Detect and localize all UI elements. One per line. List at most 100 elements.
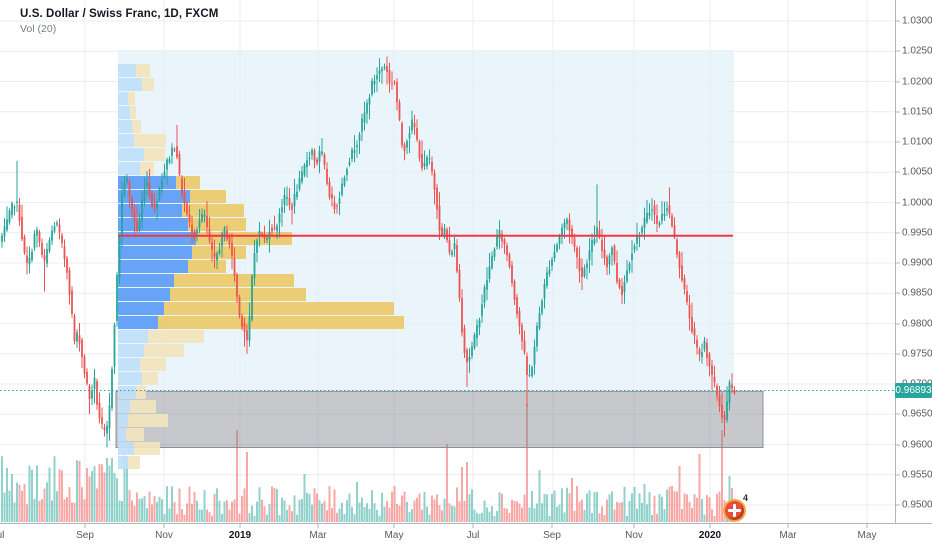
volume-bar bbox=[213, 493, 216, 522]
candle-body bbox=[708, 354, 711, 367]
candle-body bbox=[76, 332, 78, 342]
candle-body bbox=[138, 220, 141, 231]
volume-bar bbox=[518, 503, 521, 522]
volume-profile-row-blue bbox=[118, 92, 128, 105]
volume-bar bbox=[211, 515, 213, 522]
volume-profile-row-tan bbox=[130, 106, 136, 119]
volume-profile-row-tan bbox=[128, 92, 135, 105]
volume-bar bbox=[451, 505, 453, 522]
volume-profile-row-blue bbox=[118, 148, 144, 161]
volume-bar bbox=[496, 510, 498, 522]
price-axis-tick bbox=[896, 20, 900, 22]
candle-body bbox=[388, 70, 391, 83]
volume-bar bbox=[611, 491, 613, 522]
volume-bar bbox=[416, 497, 418, 522]
volume-bar bbox=[116, 478, 118, 522]
volume-indicator-label[interactable]: Vol (20) bbox=[20, 23, 57, 35]
time-axis-tick bbox=[239, 524, 241, 528]
volume-bar bbox=[408, 512, 411, 522]
candle-body bbox=[266, 238, 268, 241]
volume-bar bbox=[556, 506, 558, 522]
volume-bar bbox=[151, 504, 153, 522]
price-axis-tick bbox=[896, 141, 900, 143]
price-axis[interactable]: 1.03000 1.02500 1.02000 1.01500 1.01000 1.005… bbox=[896, 0, 932, 523]
candle-body bbox=[111, 369, 113, 408]
candle-body bbox=[658, 222, 661, 226]
volume-profile-row-blue bbox=[118, 456, 128, 469]
candle-body bbox=[343, 177, 346, 186]
candle-body bbox=[28, 257, 31, 265]
candle-body bbox=[666, 208, 668, 211]
volume-bar bbox=[96, 488, 98, 522]
candle-body bbox=[308, 157, 311, 159]
time-axis[interactable]: Jul Sep Nov 2019 Mar May Jul Sep Nov 2020 Mar May bbox=[0, 524, 932, 550]
volume-bar bbox=[563, 512, 566, 522]
symbol-title[interactable]: U.S. Dollar / Swiss Franc, 1D, FXCM bbox=[20, 8, 219, 20]
volume-bar bbox=[53, 456, 56, 522]
volume-bar bbox=[703, 514, 706, 522]
candle-body bbox=[233, 258, 236, 276]
time-axis-label: Sep bbox=[543, 530, 561, 541]
volume-bar bbox=[253, 515, 256, 522]
candle-body bbox=[31, 251, 33, 261]
volume-bar bbox=[318, 500, 321, 522]
volume-bar bbox=[71, 502, 73, 522]
candle-body bbox=[203, 214, 206, 217]
candle-body bbox=[136, 221, 138, 231]
volume-bar bbox=[516, 501, 518, 522]
volume-bar bbox=[631, 493, 633, 522]
volume-profile-row-tan bbox=[140, 162, 154, 175]
demand-zone-rectangle[interactable] bbox=[115, 390, 764, 449]
volume-bar bbox=[281, 497, 283, 522]
volume-bar bbox=[46, 482, 48, 522]
volume-bar bbox=[23, 483, 26, 522]
volume-bar bbox=[246, 452, 248, 522]
volume-bar bbox=[653, 495, 656, 522]
candle-body bbox=[58, 224, 61, 233]
volume-bar bbox=[243, 488, 246, 522]
volume-bar bbox=[206, 509, 208, 522]
volume-bar bbox=[338, 508, 341, 522]
volume-profile-row-tan bbox=[142, 78, 154, 91]
candle-body bbox=[248, 316, 251, 341]
volume-bar bbox=[708, 497, 711, 522]
candle-body bbox=[463, 328, 466, 353]
volume-bar bbox=[183, 514, 186, 522]
volume-profile-row-tan bbox=[136, 64, 150, 77]
candle-body bbox=[121, 194, 123, 236]
volume-bar bbox=[713, 515, 716, 522]
candle-body bbox=[638, 236, 641, 238]
volume-bar bbox=[428, 514, 431, 522]
swiss-cross-coin-sticker[interactable]: 4 bbox=[723, 493, 749, 523]
candle-body bbox=[613, 246, 616, 262]
volume-bar bbox=[656, 513, 658, 522]
volume-bar bbox=[63, 499, 66, 522]
candle-body bbox=[86, 371, 88, 384]
volume-profile-row-blue bbox=[118, 78, 142, 91]
volume-bar bbox=[706, 495, 708, 522]
candle-body bbox=[646, 212, 648, 222]
price-axis-label: 1.02000 bbox=[902, 76, 932, 87]
candle-body bbox=[393, 82, 396, 84]
volume-bar bbox=[616, 501, 618, 522]
candle-body bbox=[338, 198, 341, 204]
candle-body bbox=[326, 168, 328, 184]
volume-bar bbox=[11, 474, 13, 522]
volume-bar bbox=[16, 482, 18, 522]
volume-bar bbox=[203, 490, 206, 522]
volume-profile-row-tan bbox=[188, 260, 226, 273]
volume-bar bbox=[376, 509, 378, 522]
volume-bar bbox=[651, 515, 653, 522]
volume-bar bbox=[388, 507, 391, 522]
volume-profile-row-blue bbox=[118, 218, 188, 231]
volume-profile-row-blue bbox=[118, 204, 182, 217]
volume-bar bbox=[456, 487, 458, 522]
price-axis-tick bbox=[896, 474, 900, 476]
time-axis-tick bbox=[163, 524, 165, 528]
candle-body bbox=[648, 212, 651, 216]
candle-body bbox=[216, 253, 218, 261]
volume-bar bbox=[623, 486, 626, 522]
volume-bar bbox=[628, 500, 631, 522]
price-axis-tick bbox=[896, 353, 900, 355]
